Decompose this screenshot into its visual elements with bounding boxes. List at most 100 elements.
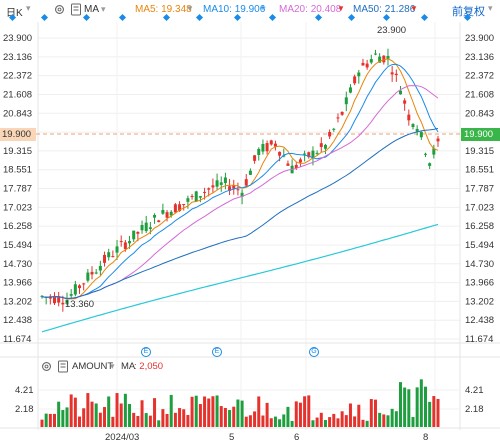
volume-bar bbox=[207, 398, 211, 427]
candle-body bbox=[315, 152, 319, 154]
volume-dropdown-icon[interactable]: ▾ bbox=[110, 361, 115, 371]
indicator-template-icon[interactable] bbox=[70, 3, 82, 16]
volume-settings-gear-icon[interactable] bbox=[41, 361, 52, 372]
adjust-mode-button[interactable]: 前复权 bbox=[452, 6, 485, 18]
ma20-legend: MA20: 20.408 bbox=[279, 4, 342, 15]
candle-body bbox=[190, 195, 194, 197]
volume-bar bbox=[298, 402, 302, 427]
price-axis-label-left: 11.674 bbox=[3, 334, 31, 345]
candle-body bbox=[294, 164, 298, 169]
candle-body bbox=[253, 155, 257, 161]
ma5-legend: MA5: 19.348 bbox=[135, 4, 192, 15]
volume-bar bbox=[344, 415, 348, 427]
candle-body bbox=[286, 163, 290, 166]
signal-marker bbox=[195, 13, 204, 22]
signal-markers bbox=[0, 13, 500, 23]
general-meeting-event-icon[interactable]: G bbox=[309, 347, 319, 357]
candle-body bbox=[353, 76, 357, 84]
volume-panel-header: AMOUNT ▾ MA 2,050 bbox=[0, 359, 500, 373]
price-axis-label-right: 14.730 bbox=[465, 259, 494, 270]
ma5-line bbox=[41, 58, 439, 300]
candle-body bbox=[419, 132, 423, 138]
candle-body bbox=[436, 138, 440, 142]
candle-body bbox=[240, 192, 244, 197]
ma50-line bbox=[41, 127, 439, 300]
candle-body bbox=[211, 185, 215, 188]
candle-body bbox=[236, 189, 240, 191]
volume-bar bbox=[153, 398, 157, 427]
ma10-plus-icon[interactable]: + bbox=[260, 3, 266, 14]
earnings-event-icon[interactable]: E bbox=[212, 347, 222, 357]
volume-bar bbox=[353, 416, 357, 427]
volume-bar bbox=[111, 416, 115, 427]
ma20-caret-icon[interactable]: ▼ bbox=[337, 4, 345, 13]
earnings-event-icon[interactable]: E bbox=[141, 347, 151, 357]
period-selector[interactable]: 日K bbox=[6, 8, 23, 19]
volume-bar bbox=[61, 410, 65, 427]
volume-bar bbox=[303, 396, 307, 427]
adjust-dropdown-icon[interactable]: ▾ bbox=[488, 3, 493, 13]
volume-axis-label-right: 2.18 bbox=[465, 404, 484, 415]
volume-bar bbox=[48, 413, 52, 427]
volume-axis-label-right: 4.21 bbox=[465, 385, 484, 396]
volume-bar bbox=[394, 411, 398, 427]
volume-bar bbox=[365, 420, 369, 427]
indicator-dropdown-icon[interactable]: ▾ bbox=[101, 4, 106, 14]
candle-body bbox=[136, 231, 140, 234]
volume-bar bbox=[94, 403, 98, 427]
candle-body bbox=[182, 204, 186, 206]
volume-bar bbox=[178, 408, 182, 427]
candle-body bbox=[123, 242, 127, 250]
period-dropdown-icon[interactable]: ▾ bbox=[26, 3, 31, 13]
volume-bar bbox=[323, 420, 327, 427]
candle-body bbox=[132, 230, 136, 240]
signal-marker bbox=[8, 13, 17, 22]
volume-bar bbox=[211, 396, 215, 427]
price-axis-label-left: 21.608 bbox=[3, 89, 32, 100]
candle-body bbox=[186, 198, 190, 202]
volume-indicator-template-icon[interactable] bbox=[57, 360, 69, 373]
candle-body bbox=[273, 143, 277, 147]
candle-body bbox=[198, 196, 202, 198]
candle-body bbox=[336, 117, 340, 119]
candle-body bbox=[432, 148, 436, 155]
price-axis-label-left: 20.843 bbox=[3, 108, 32, 119]
candle-body bbox=[103, 254, 107, 263]
volume-bar bbox=[236, 399, 240, 427]
volume-bar bbox=[328, 417, 332, 427]
x-axis-label: 6 bbox=[294, 432, 300, 443]
volume-bar bbox=[278, 419, 282, 427]
volume-bar bbox=[382, 414, 386, 427]
candle-body bbox=[157, 220, 161, 223]
ma50-caret-icon[interactable]: ▼ bbox=[410, 4, 418, 13]
candle-body bbox=[57, 296, 61, 303]
volume-bar bbox=[378, 412, 382, 427]
signal-marker bbox=[463, 13, 472, 22]
candle-body bbox=[278, 151, 282, 156]
volume-bar bbox=[232, 406, 236, 427]
volume-bar bbox=[411, 417, 415, 427]
volume-bar bbox=[53, 413, 57, 427]
settings-gear-icon[interactable] bbox=[54, 4, 65, 15]
indicator-selector[interactable]: MA bbox=[84, 4, 99, 15]
candle-body bbox=[223, 177, 227, 184]
candle-body bbox=[203, 191, 207, 193]
volume-bar bbox=[261, 415, 265, 427]
candle-body bbox=[382, 55, 386, 63]
ma5-caret-icon[interactable]: ▼ bbox=[186, 4, 194, 13]
candle-body bbox=[169, 211, 173, 216]
signal-marker bbox=[233, 13, 242, 22]
x-axis-label: 8 bbox=[423, 432, 429, 443]
price-axis-label-left: 18.551 bbox=[3, 165, 32, 176]
volume-bar bbox=[69, 394, 73, 427]
volume-bar bbox=[90, 401, 94, 427]
price-axis-label-right: 17.023 bbox=[465, 202, 494, 213]
volume-bar bbox=[357, 404, 361, 427]
price-axis-label-right: 20.843 bbox=[465, 108, 494, 119]
volume-bar bbox=[398, 382, 402, 427]
volume-indicator-selector[interactable]: AMOUNT bbox=[72, 361, 114, 372]
volume-bar bbox=[161, 409, 165, 427]
volume-bar bbox=[119, 403, 123, 427]
